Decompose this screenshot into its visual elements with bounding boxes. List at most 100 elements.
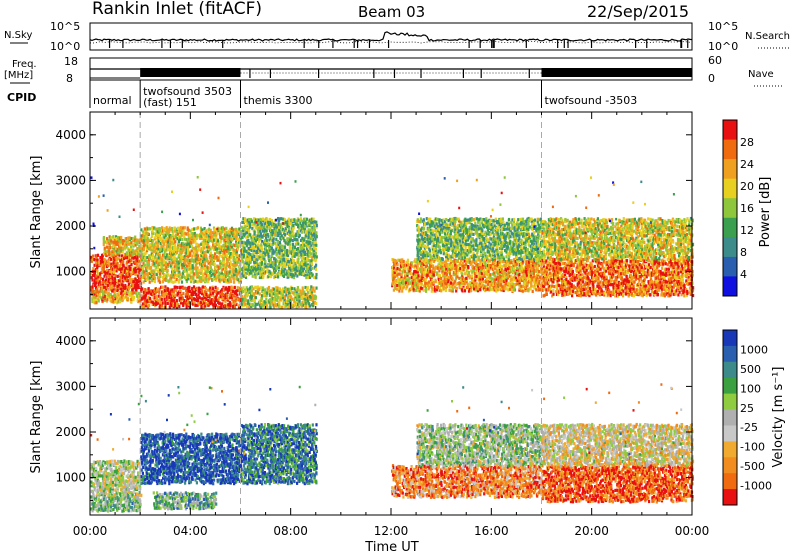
power-cell [513,270,516,275]
power-cell [392,288,395,292]
power-cell [528,274,531,278]
power-cell [113,299,116,303]
power-cell [193,227,196,231]
power-cell [120,296,123,300]
power-cell [272,271,275,275]
power-cell [482,285,485,289]
power-cell [293,249,296,253]
power-cell [121,275,124,279]
power-cell [229,231,232,235]
power-cell [471,283,474,287]
power-cell [520,287,523,291]
power-cell [456,259,459,263]
power-cell [307,222,310,226]
power-cell [121,239,124,243]
power-cell [229,260,232,264]
power-cell [273,270,276,274]
power-cell [299,289,302,293]
power-cell [174,293,177,297]
power-cell [280,289,283,293]
power-cell [471,279,474,283]
power-cell [497,278,500,282]
power-cell [450,263,454,268]
power-cell [293,245,296,249]
power-cell [190,249,193,253]
power-cell [186,258,189,262]
power-cell [450,285,453,289]
power-cell [150,275,153,279]
power-cell [418,285,421,289]
power-cell [244,288,247,292]
power-cell [310,295,313,300]
power-cell [148,290,151,294]
power-cell [292,304,295,308]
power-cell [244,225,247,229]
power-cell [265,238,268,242]
power-cell [180,231,183,235]
power-cell [216,305,219,309]
power-cell [307,232,311,236]
power-cell [522,269,526,273]
power-cell [426,281,429,285]
power-cell [118,283,121,287]
power-cell [251,298,254,302]
power-cell [437,263,440,267]
power-cell [464,265,467,269]
power-cell [130,244,133,248]
power-cell [250,302,253,306]
power-cell [233,243,236,248]
power-cell [165,252,168,256]
power-cell [233,280,236,284]
power-cell [118,279,121,283]
power-cell [235,250,238,254]
power-cell [162,241,165,245]
power-cell [145,243,148,247]
power-cell [470,288,473,292]
power-cell [166,265,170,269]
power-cell [190,292,193,297]
power-cell [236,297,240,301]
power-cell [195,253,198,257]
power-cell [315,272,318,277]
power-cell [113,251,116,255]
power-cell [97,284,100,288]
power-cell [273,226,276,230]
power-cell [281,236,284,240]
power-cell [430,283,433,287]
power-cell [220,238,223,242]
power-cell [289,231,293,235]
power-cell [401,283,404,288]
power-cell [224,244,227,248]
power-cell [254,271,257,275]
power-cell [539,267,543,271]
power-cell [516,282,519,286]
power-cell [539,261,542,265]
power-cell [300,262,303,266]
power-cell [234,230,237,234]
power-cell [218,275,221,279]
power-cell [478,263,481,267]
power-cell [124,283,127,288]
power-cell [285,300,288,304]
power-cell [537,259,540,263]
power-cell [274,268,277,272]
power-cell [155,265,158,269]
power-cell [462,285,465,289]
power-cell [173,246,177,250]
power-cell [149,237,152,241]
power-cell [175,257,179,261]
power-cell [291,242,294,247]
power-cell [253,254,256,258]
power-cell [421,287,424,291]
power-cell [197,233,200,237]
power-cell [242,233,245,237]
power-cell [297,257,300,261]
power-cell [177,266,180,270]
power-cell [263,266,266,270]
power-cell [297,218,300,222]
power-cell [204,272,207,276]
power-cell [535,283,538,287]
power-cell [111,277,114,281]
power-cell [154,227,157,231]
power-cell [158,276,161,280]
